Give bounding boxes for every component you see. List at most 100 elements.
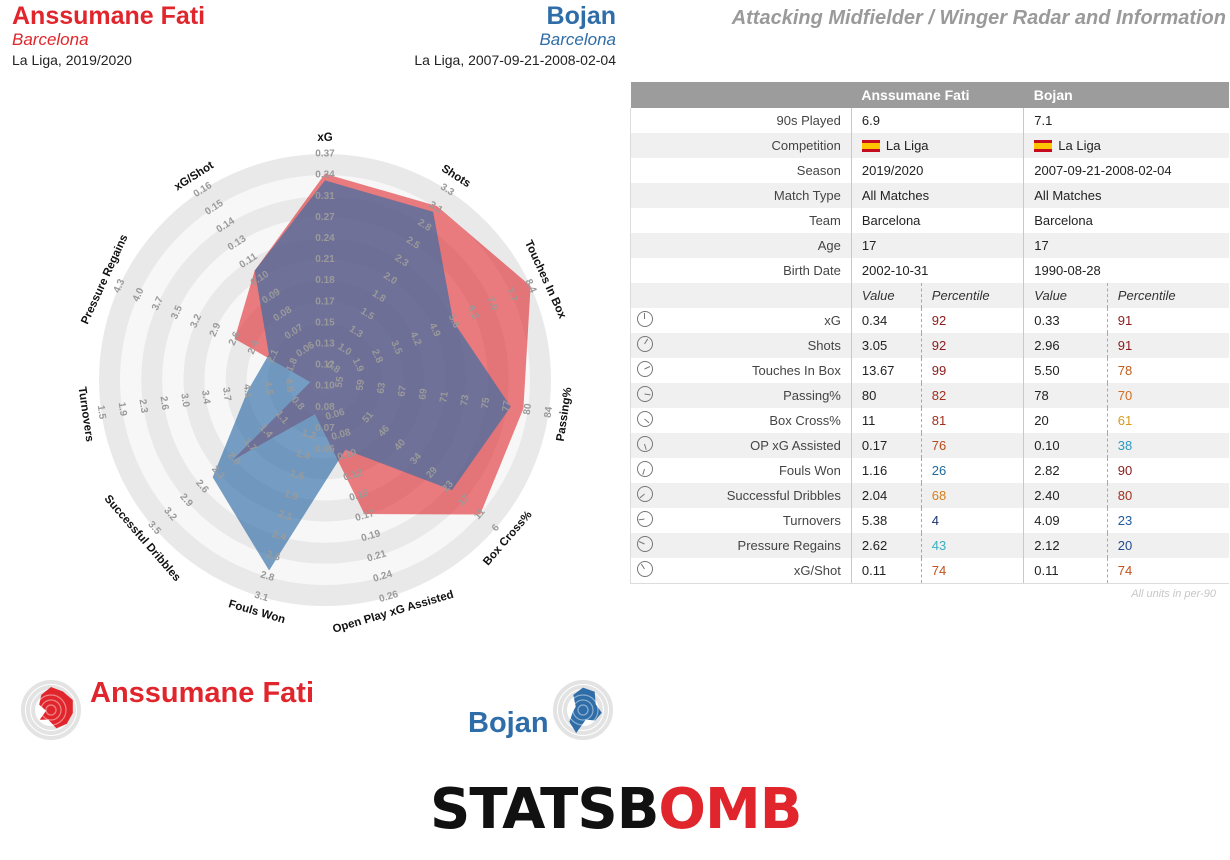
stat-value-p2: 5.50 [1023, 358, 1108, 383]
clock-icon [637, 361, 653, 377]
legend-inner-ring [40, 699, 62, 721]
spain-flag-icon [861, 140, 880, 152]
radar-axis-label: Passing% [555, 387, 575, 442]
stat-value-p2: 4.09 [1023, 508, 1108, 533]
stats-table: Anssumane Fati Bojan 90s Played 6.9 7.1 Com… [630, 82, 1229, 584]
stat-label: OP xG Assisted [657, 433, 852, 458]
radar-tick-label: 1.8 [284, 356, 300, 374]
stat-value-p2: 0.33 [1023, 308, 1108, 333]
row-value-text: 17 [1034, 238, 1049, 253]
radar-tick-label: 0.12 [342, 467, 364, 483]
clock-icon [637, 336, 653, 352]
legend-inner-ring [45, 704, 57, 716]
stat-percentile-p1: 92 [920, 308, 1024, 333]
radar-tick-label: 0.15 [315, 317, 335, 328]
table-row: Shots 3.05 92 2.96 91 [630, 333, 1229, 358]
table-row: Birth Date 2002-10-31 1990-08-28 [630, 258, 1229, 283]
radar-axis-label: Fouls Won [227, 598, 287, 626]
radar-tick-label: 0.13 [315, 339, 335, 350]
radar-tick-label: 69 [417, 387, 430, 400]
legend-player1: Anssumane Fati [90, 677, 314, 709]
clock-icon-cell [630, 358, 657, 383]
radar-tick-label: 3.0 [178, 393, 191, 409]
table-row: Box Cross% 11 81 20 61 [630, 408, 1229, 433]
table-header-player1: Anssumane Fati [851, 82, 1024, 108]
stat-value-p1: 0.17 [850, 433, 922, 458]
radar-tick-label: 4.5 [262, 380, 275, 396]
stat-label: Fouls Won [778, 463, 841, 478]
player2-name: Bojan [546, 2, 616, 30]
radar-tick-label: 73 [459, 394, 472, 407]
radar-tick-label: 67 [396, 384, 409, 397]
radar-tick-label: 2.8 [369, 348, 385, 366]
clock-hand-icon [642, 468, 645, 475]
table-row: Turnovers 5.38 4 4.09 23 [630, 508, 1229, 533]
radar-tick-label: 4.8 [283, 377, 296, 393]
stat-value-p2: 2.82 [1023, 458, 1108, 483]
stat-label: xG/Shot [657, 558, 852, 584]
clock-hand-icon [644, 418, 650, 424]
radar-tick-label: 84 [543, 405, 556, 418]
stat-label: xG [824, 313, 841, 328]
table-row: Competition La Liga La Liga [630, 133, 1229, 158]
row-label: Birth Date [630, 258, 852, 283]
radar-tick-label: 0.27 [315, 212, 335, 223]
table-row: Age 17 17 [630, 233, 1229, 258]
table-row: Match Type All Matches All Matches [630, 183, 1229, 208]
clock-icon-cell [630, 333, 657, 358]
radar-tick-label: 2.4 [271, 529, 288, 544]
spain-flag-icon [1034, 140, 1053, 152]
radar-tick-label: 0.24 [315, 233, 335, 244]
clock-icon-cell [630, 558, 657, 584]
clock-hand-icon [638, 541, 645, 545]
row-value-text: 17 [861, 238, 877, 253]
radar-tick-label: 4.2 [407, 330, 423, 348]
clock-icon [637, 561, 653, 577]
stat-percentile-p1: 76 [920, 433, 1024, 458]
player1-team: Barcelona [12, 30, 89, 49]
row-value-p1: 2019/2020 [850, 158, 1024, 183]
row-value-p1: La Liga [850, 133, 1024, 158]
row-value-p1: 2002-10-31 [850, 258, 1024, 283]
radar-tick-label: 0.19 [360, 528, 382, 544]
row-value-text: 1990-08-28 [1034, 263, 1101, 278]
radar-tick-label: 4.9 [427, 321, 443, 339]
radar-tick-label: 8.4 [523, 278, 539, 296]
radar-tick-label: 80 [522, 402, 535, 415]
clock-hand-icon [644, 366, 651, 370]
radar-tick-label: 0.31 [315, 191, 335, 202]
radar-tick-label: 1.2 [301, 428, 318, 443]
clock-icon-cell [630, 433, 657, 458]
row-value-p1: 17 [850, 233, 1024, 258]
stat-label: Passing% [657, 383, 852, 408]
row-value-text: 7.1 [1034, 113, 1053, 128]
stat-percentile-p2: 20 [1106, 533, 1229, 558]
stat-value-p1: 0.11 [850, 558, 922, 584]
stat-value-p2: 78 [1023, 383, 1108, 408]
table-subheader-row: Value Percentile Value Percentile [630, 283, 1229, 308]
radar-tick-label: 2.3 [137, 399, 150, 415]
clock-icon-cell [630, 383, 657, 408]
stat-value-p2: 0.10 [1023, 433, 1108, 458]
subheader-percentile: Percentile [920, 283, 1024, 308]
radar-tick-label: 2.9 [208, 321, 224, 339]
table-header-player2: Bojan [1023, 82, 1229, 108]
radar-tick-label: 55 [334, 375, 347, 388]
subheader-blank [630, 283, 852, 308]
clock-icon [637, 461, 653, 477]
table-row: Pressure Regains 2.62 43 2.12 20 [630, 533, 1229, 558]
row-value-p2: La Liga [1023, 133, 1229, 158]
radar-tick-label: 3.7 [220, 386, 233, 402]
table-header-blank [630, 82, 852, 108]
clock-icon-cell [630, 483, 657, 508]
table-row: Fouls Won 1.16 26 2.82 90 [630, 458, 1229, 483]
radar-tick-label: 59 [355, 378, 368, 391]
radar-tick-label: 0.21 [315, 254, 335, 265]
legend-ring [558, 685, 608, 735]
stat-percentile-p2: 23 [1106, 508, 1229, 533]
radar-tick-label: 0.06 [324, 407, 346, 423]
radar-tick-label: 0.07 [315, 423, 335, 434]
row-value-p2: Barcelona [1023, 208, 1229, 233]
stat-value-p1: 11 [850, 408, 922, 433]
radar-tick-label: 4.1 [241, 383, 254, 399]
